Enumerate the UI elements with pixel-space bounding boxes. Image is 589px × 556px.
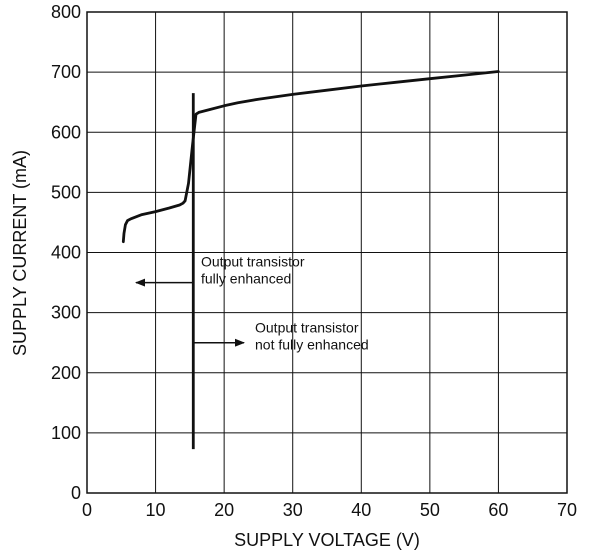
x-tick-label: 50 [420,500,440,520]
x-tick-label: 20 [214,500,234,520]
annotation-not-fully-enhanced: Output transistor not fully enhanced [255,320,369,353]
y-tick-label: 700 [51,62,81,82]
x-tick-label: 30 [283,500,303,520]
y-tick-label: 400 [51,243,81,263]
y-tick-label: 100 [51,423,81,443]
annotation-line: Output transistor [255,320,359,336]
annotation-line: fully enhanced [201,271,291,287]
y-tick-label: 600 [51,122,81,142]
x-tick-label: 40 [351,500,371,520]
y-tick-label: 200 [51,363,81,383]
annotation-fully-enhanced: Output transistor fully enhanced [201,254,305,287]
y-axis-title: SUPPLY CURRENT (mA) [10,150,30,356]
annotation-line: Output transistor [201,254,305,270]
y-tick-label: 500 [51,182,81,202]
x-tick-label: 0 [82,500,92,520]
x-tick-label: 10 [146,500,166,520]
supply-current-curve [121,70,500,244]
grid [86,11,568,494]
y-tick-label: 0 [71,483,81,503]
plot-frame [86,11,568,494]
y-tick-label: 800 [51,2,81,22]
x-axis-title: SUPPLY VOLTAGE (V) [234,530,420,550]
x-tick-labels: 0 10 20 30 40 50 60 70 [82,500,577,520]
x-tick-label: 70 [557,500,577,520]
annotation-line: not fully enhanced [255,337,369,353]
x-tick-label: 60 [488,500,508,520]
series-layer [121,70,500,450]
y-tick-labels: 0 100 200 300 400 500 600 700 800 [51,2,81,503]
y-tick-label: 300 [51,303,81,323]
